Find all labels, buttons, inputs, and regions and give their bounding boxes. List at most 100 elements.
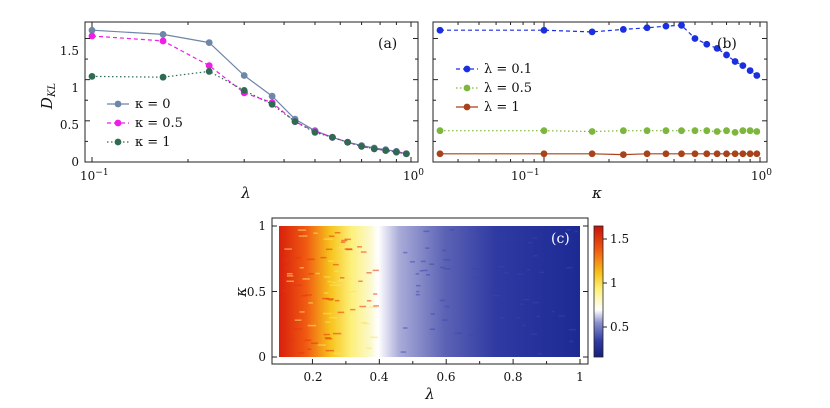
heatmap-noise xyxy=(569,340,574,343)
heatmap-noise xyxy=(443,259,451,261)
panel-b-frame xyxy=(432,21,768,163)
heatmap-noise xyxy=(520,303,524,305)
svg-text:DKL: DKL xyxy=(38,83,58,111)
heatmap-noise xyxy=(566,229,571,231)
b-xlabel: κ xyxy=(591,184,602,202)
b-legend-label-1: λ = 0.5 xyxy=(484,81,532,96)
colorbar-label-0.5: 0.5 xyxy=(610,320,629,334)
heatmap-noise xyxy=(532,301,539,304)
heatmap-noise xyxy=(308,273,314,275)
heatmap-noise xyxy=(283,267,291,270)
heatmap-noise xyxy=(360,321,368,324)
panel-a-series xyxy=(88,26,410,158)
heatmap-noise xyxy=(298,235,308,237)
heatmap-noise xyxy=(373,305,380,307)
b-point-1-12 xyxy=(739,127,747,135)
heatmap-noise xyxy=(307,324,316,327)
panel-a-frame xyxy=(84,21,419,163)
b-legend-marker-2 xyxy=(463,103,471,111)
heatmap-noise xyxy=(299,267,304,269)
heatmap-noise xyxy=(323,238,333,240)
heatmap-noise xyxy=(333,332,342,335)
b-point-2-3 xyxy=(619,151,627,158)
heatmap-noise xyxy=(480,337,485,339)
heatmap-noise xyxy=(344,337,350,340)
b-point-2-4 xyxy=(643,150,651,158)
heatmap-noise xyxy=(302,278,310,280)
heatmap-noise xyxy=(286,280,294,283)
b-point-2-11 xyxy=(731,150,739,158)
c-xtick-1: 1 xyxy=(576,370,584,384)
heatmap-noise xyxy=(426,274,431,276)
heatmap-noise xyxy=(317,344,326,346)
heatmap-noise xyxy=(324,336,331,339)
b-point-1-4 xyxy=(643,127,651,135)
b-point-0-8 xyxy=(703,40,711,48)
heatmap-noise xyxy=(286,275,294,277)
b-point-1-6 xyxy=(678,127,685,135)
heatmap-noise xyxy=(517,273,524,276)
c-ytick-1: 1 xyxy=(258,219,266,233)
b-point-0-14 xyxy=(753,72,761,79)
heatmap-noise xyxy=(297,229,307,231)
heatmap-noise xyxy=(334,299,340,302)
b-point-2-8 xyxy=(703,150,711,158)
heatmap-noise xyxy=(334,232,341,234)
panel-a-legend: κ = 0 κ = 0.5 κ = 1 xyxy=(107,97,183,150)
panel-b-ticks xyxy=(433,22,767,163)
b-legend-label-2: λ = 1 xyxy=(484,100,520,115)
heatmap-noise xyxy=(536,315,541,318)
heatmap-noise xyxy=(429,263,435,265)
heatmap-noise xyxy=(522,324,526,327)
heatmap-noise xyxy=(325,298,334,300)
heatmap-noise xyxy=(362,322,370,325)
heatmap-noise xyxy=(305,294,312,296)
heatmap-noise xyxy=(516,317,520,319)
panel-label-b: (b) xyxy=(717,36,737,52)
a-ytick-1: 1 xyxy=(71,81,79,95)
heatmap-noise xyxy=(419,270,424,272)
c-xtick-0.8: 0.8 xyxy=(503,370,522,384)
heatmap-noise xyxy=(289,339,294,341)
heatmap-noise xyxy=(442,249,447,252)
a-point-2-11 xyxy=(382,147,390,154)
heatmap-noise xyxy=(372,269,379,272)
a-point-2-13 xyxy=(402,150,410,158)
heatmap-noise xyxy=(498,317,505,319)
heatmap-noise xyxy=(332,263,339,266)
heatmap-noise xyxy=(415,293,420,296)
heatmap-noise xyxy=(366,347,373,349)
a-point-2-9 xyxy=(358,142,365,150)
heatmap-noise xyxy=(344,248,352,250)
a-point-0-2 xyxy=(205,39,213,46)
a-ytick-0: 0 xyxy=(71,155,79,169)
heatmap-noise xyxy=(282,289,289,292)
heatmap-noise xyxy=(357,246,362,248)
heatmap-noise xyxy=(328,260,335,262)
heatmap-noise xyxy=(449,229,455,231)
heatmap-noise xyxy=(415,273,419,275)
heatmap-noise xyxy=(293,328,303,330)
heatmap-noise xyxy=(503,272,509,274)
heatmap-noise xyxy=(323,276,331,278)
heatmap-noise xyxy=(574,230,578,233)
heatmap-noise xyxy=(566,266,573,269)
b-point-2-12 xyxy=(739,150,747,158)
heatmap-noise xyxy=(327,280,332,283)
b-point-1-5 xyxy=(662,127,670,135)
heatmap-noise xyxy=(307,348,312,351)
heatmap-noise xyxy=(337,284,343,286)
heatmap-noise xyxy=(498,265,505,268)
b-point-2-14 xyxy=(753,150,761,158)
heatmap-noise xyxy=(439,299,446,302)
heatmap-noise xyxy=(344,291,354,293)
b-point-2-1 xyxy=(540,150,548,158)
panel-a-ticks xyxy=(85,22,418,163)
panel-label-a: (a) xyxy=(378,36,397,52)
colorbar xyxy=(593,225,604,358)
heatmap-noise xyxy=(493,295,500,297)
b-point-0-12 xyxy=(739,62,747,70)
heatmap-noise xyxy=(284,248,292,250)
b-legend-marker-0 xyxy=(463,65,471,73)
a-point-1-0 xyxy=(88,32,96,40)
